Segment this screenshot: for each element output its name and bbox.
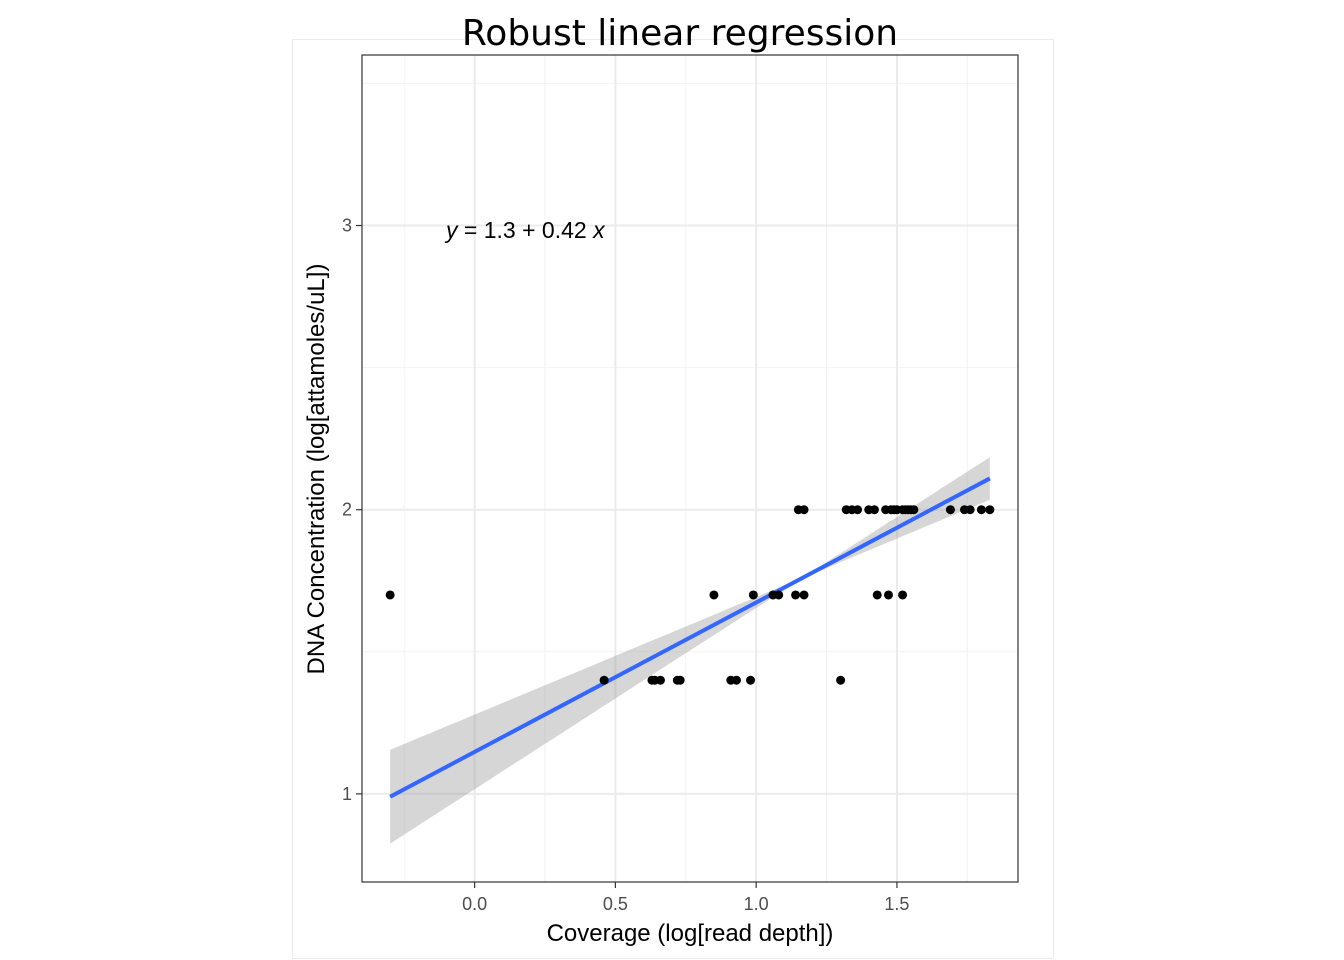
data-point (872, 590, 882, 600)
plot-panel (362, 55, 1018, 882)
x-tick-label: 0.0 (462, 894, 487, 914)
data-point (731, 675, 741, 685)
x-axis-title: Coverage (log[read depth]) (547, 920, 834, 947)
confidence-band-layer (390, 457, 990, 844)
x-axis-ticks: 0.0 0.5 1.0 1.5 (462, 882, 909, 914)
data-point (675, 675, 685, 685)
data-point (655, 675, 665, 685)
data-point (898, 590, 908, 600)
y-tick-label: 2 (342, 500, 352, 520)
data-point (883, 590, 893, 600)
data-point (599, 675, 609, 685)
y-tick-label: 3 (342, 216, 352, 236)
data-point (836, 675, 846, 685)
data-point (774, 590, 784, 600)
equation-coefficients: = 1.3 + 0.42 (458, 217, 594, 243)
data-point (976, 505, 986, 515)
data-point (945, 505, 955, 515)
data-point (746, 675, 756, 685)
data-point (799, 505, 809, 515)
chart-title: Robust linear regression (462, 13, 898, 54)
y-axis-ticks: 1 2 3 (342, 216, 362, 804)
regression-line (389, 476, 991, 799)
data-point (853, 505, 863, 515)
data-point (869, 505, 879, 515)
plot-panel-border (361, 54, 1019, 883)
grid-minor (362, 55, 1018, 882)
x-tick-label: 1.5 (884, 894, 909, 914)
confidence-band (390, 457, 990, 844)
equation-y: y (444, 217, 459, 243)
regression-equation: y = 1.3 + 0.42 x (444, 217, 606, 243)
x-tick-label: 1.0 (744, 894, 769, 914)
y-axis-title: DNA Concentration (log[attamoles/uL]) (303, 264, 330, 675)
plot-background-frame (292, 39, 1054, 959)
regression-line-layer (389, 476, 991, 799)
data-point (799, 590, 809, 600)
data-point (985, 505, 995, 515)
data-point (791, 590, 801, 600)
scatter-points (385, 505, 995, 685)
y-tick-label: 1 (342, 784, 352, 804)
x-tick-label: 0.5 (603, 894, 628, 914)
data-point (709, 590, 719, 600)
data-point (385, 590, 395, 600)
data-point (748, 590, 758, 600)
data-point (965, 505, 975, 515)
data-point (909, 505, 919, 515)
equation-x: x (592, 217, 606, 243)
